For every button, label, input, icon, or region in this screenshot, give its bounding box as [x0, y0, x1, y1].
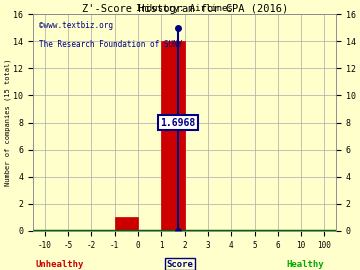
- Text: Healthy: Healthy: [286, 260, 324, 269]
- Text: The Research Foundation of SUNY: The Research Foundation of SUNY: [39, 40, 183, 49]
- Text: Industry: Airlines: Industry: Airlines: [136, 4, 233, 13]
- Bar: [161, 41, 185, 231]
- Text: Unhealthy: Unhealthy: [36, 260, 84, 269]
- Title: Z'-Score Histogram for CPA (2016): Z'-Score Histogram for CPA (2016): [81, 4, 288, 14]
- Text: Score: Score: [167, 260, 193, 269]
- Text: 1.6968: 1.6968: [160, 117, 195, 127]
- Y-axis label: Number of companies (15 total): Number of companies (15 total): [4, 59, 11, 186]
- Bar: [115, 217, 138, 231]
- Text: ©www.textbiz.org: ©www.textbiz.org: [39, 21, 113, 30]
